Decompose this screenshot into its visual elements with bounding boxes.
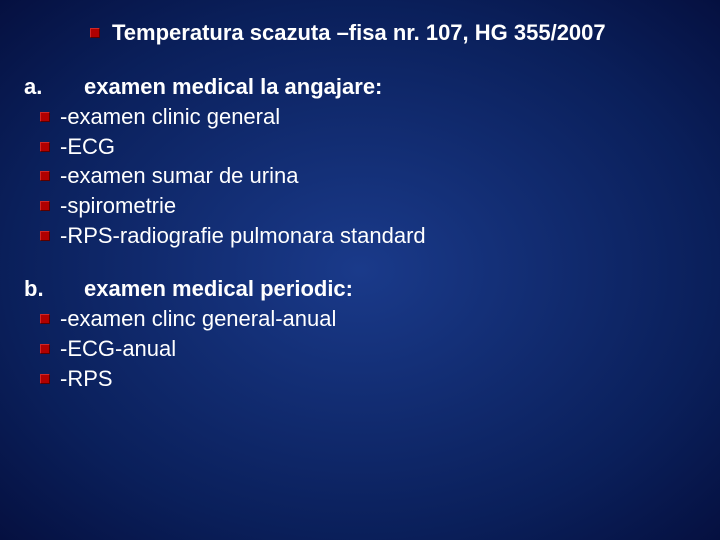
- list-item: -examen clinc general-anual: [40, 304, 700, 334]
- section-a: a. examen medical la angajare: -examen c…: [20, 74, 700, 250]
- section-a-letter: a.: [20, 74, 84, 100]
- item-text: -examen clinic general: [60, 102, 280, 132]
- bullet-icon: [40, 201, 50, 211]
- item-text: -ECG-anual: [60, 334, 176, 364]
- bullet-icon: [40, 142, 50, 152]
- slide-title: Temperatura scazuta –fisa nr. 107, HG 35…: [112, 20, 606, 46]
- bullet-icon: [40, 112, 50, 122]
- section-a-head: a. examen medical la angajare:: [20, 74, 700, 100]
- item-text: -examen clinc general-anual: [60, 304, 336, 334]
- item-text: -RPS-radiografie pulmonara standard: [60, 221, 426, 251]
- bullet-icon: [90, 28, 100, 38]
- list-item: -ECG-anual: [40, 334, 700, 364]
- section-b-title: examen medical periodic:: [84, 276, 353, 302]
- section-a-title: examen medical la angajare:: [84, 74, 382, 100]
- bullet-icon: [40, 171, 50, 181]
- list-item: -RPS-radiografie pulmonara standard: [40, 221, 700, 251]
- item-text: -spirometrie: [60, 191, 176, 221]
- list-item: -spirometrie: [40, 191, 700, 221]
- bullet-icon: [40, 374, 50, 384]
- list-item: -ECG: [40, 132, 700, 162]
- slide: Temperatura scazuta –fisa nr. 107, HG 35…: [0, 0, 720, 540]
- section-b: b. examen medical periodic: -examen clin…: [20, 276, 700, 393]
- list-item: -RPS: [40, 364, 700, 394]
- section-b-letter: b.: [20, 276, 84, 302]
- item-text: -RPS: [60, 364, 113, 394]
- bullet-icon: [40, 231, 50, 241]
- title-row: Temperatura scazuta –fisa nr. 107, HG 35…: [90, 20, 700, 46]
- bullet-icon: [40, 314, 50, 324]
- item-text: -examen sumar de urina: [60, 161, 298, 191]
- item-text: -ECG: [60, 132, 115, 162]
- list-item: -examen sumar de urina: [40, 161, 700, 191]
- bullet-icon: [40, 344, 50, 354]
- section-b-head: b. examen medical periodic:: [20, 276, 700, 302]
- list-item: -examen clinic general: [40, 102, 700, 132]
